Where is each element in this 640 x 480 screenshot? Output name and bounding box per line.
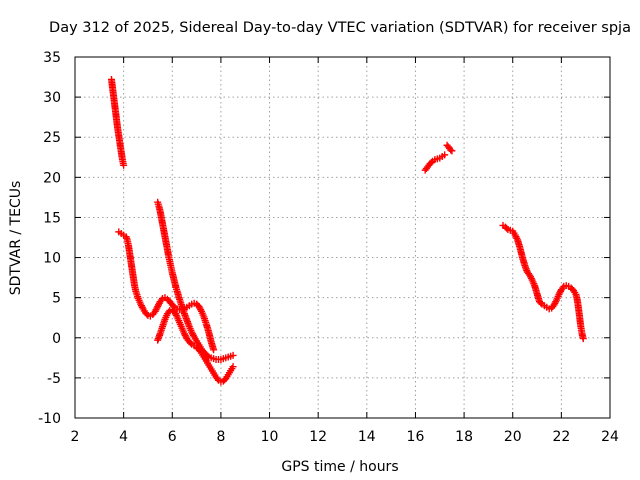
data-point xyxy=(171,308,179,316)
data-point xyxy=(503,224,511,232)
data-point xyxy=(196,347,204,355)
data-point xyxy=(526,271,534,279)
data-point xyxy=(152,306,160,314)
data-point xyxy=(512,233,520,241)
y-tick-label: 5 xyxy=(52,291,61,307)
data-point xyxy=(556,289,564,297)
data-point xyxy=(210,346,218,354)
x-tick-label: 20 xyxy=(504,429,522,445)
data-point xyxy=(579,335,587,343)
data-point xyxy=(447,146,455,154)
axis-ticks xyxy=(74,56,611,419)
data-point xyxy=(154,302,162,310)
data-point xyxy=(537,299,545,307)
data-points xyxy=(107,75,587,386)
x-tick-label: 24 xyxy=(601,429,619,445)
data-point xyxy=(189,331,197,339)
data-point xyxy=(229,351,237,359)
y-tick-label: 30 xyxy=(43,90,61,106)
y-tick-label: -10 xyxy=(38,411,61,427)
grid-lines xyxy=(75,57,610,418)
data-point xyxy=(154,301,162,309)
data-point xyxy=(511,231,519,239)
data-point xyxy=(153,304,161,312)
x-tick-label: 14 xyxy=(358,429,376,445)
data-point xyxy=(143,310,151,318)
y-tick-label: 0 xyxy=(52,331,61,347)
data-point xyxy=(513,234,521,242)
data-point xyxy=(550,301,558,309)
x-tick-label: 12 xyxy=(309,429,327,445)
data-point xyxy=(197,306,205,314)
data-point xyxy=(137,300,145,308)
data-point xyxy=(157,296,165,304)
x-tick-label: 6 xyxy=(168,429,177,445)
x-tick-label: 2 xyxy=(71,429,80,445)
data-point xyxy=(181,331,189,339)
data-point xyxy=(187,339,195,347)
x-tick-labels: 2 4 6 8 10 12 14 16 18 20 22 24 xyxy=(71,429,619,445)
data-point xyxy=(137,302,145,310)
data-point xyxy=(172,311,180,319)
data-point xyxy=(151,307,159,315)
y-tick-label: 35 xyxy=(43,50,61,66)
data-point xyxy=(441,151,449,159)
data-point xyxy=(427,158,435,166)
data-point xyxy=(559,284,567,292)
chart-title: Day 312 of 2025, Sidereal Day-to-day VTE… xyxy=(49,20,631,36)
y-tick-label: -5 xyxy=(47,371,61,387)
y-tick-label: 20 xyxy=(43,170,61,186)
data-point xyxy=(527,274,535,282)
x-tick-label: 10 xyxy=(261,429,279,445)
y-tick-label: 25 xyxy=(43,130,61,146)
x-axis-label: GPS time / hours xyxy=(281,459,398,475)
data-point xyxy=(120,161,128,169)
data-point xyxy=(180,330,188,338)
plot-frame xyxy=(74,56,611,419)
data-point xyxy=(138,303,146,311)
data-point xyxy=(188,328,196,336)
x-tick-label: 22 xyxy=(552,429,570,445)
x-tick-label: 18 xyxy=(455,429,473,445)
x-tick-label: 16 xyxy=(407,429,425,445)
data-point xyxy=(172,310,180,318)
data-point xyxy=(196,304,204,312)
data-point xyxy=(448,147,456,155)
y-axis-label: SDTVAR / TECUs xyxy=(8,181,24,296)
data-point xyxy=(213,375,221,383)
y-tick-labels: -10 -5 0 5 10 15 20 25 30 35 xyxy=(38,50,61,427)
data-point xyxy=(189,330,197,338)
y-tick-label: 15 xyxy=(43,210,61,226)
x-tick-label: 4 xyxy=(119,429,128,445)
data-point xyxy=(165,308,173,316)
data-point xyxy=(527,273,535,281)
data-point xyxy=(195,302,203,310)
x-tick-label: 8 xyxy=(216,429,225,445)
data-point xyxy=(551,299,559,307)
data-point xyxy=(555,290,563,298)
data-point xyxy=(229,363,237,371)
data-point xyxy=(552,298,560,306)
y-tick-label: 10 xyxy=(43,251,61,267)
